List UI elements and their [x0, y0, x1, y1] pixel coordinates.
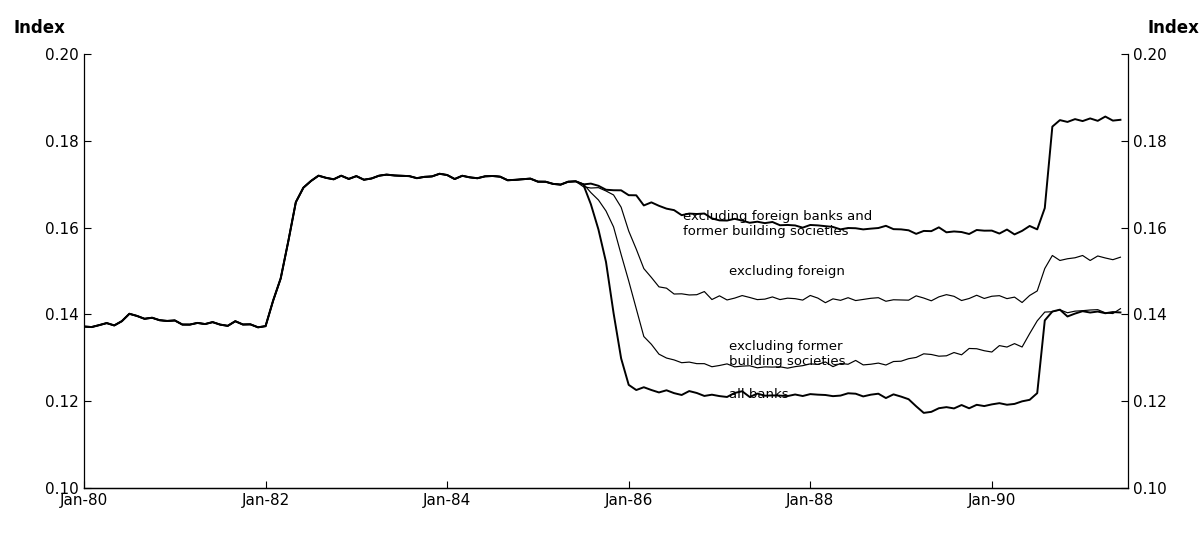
Text: all banks: all banks [728, 388, 788, 401]
Text: Index: Index [13, 19, 65, 37]
Text: Index: Index [1147, 19, 1199, 37]
Text: excluding foreign: excluding foreign [728, 264, 845, 278]
Text: excluding former
building societies: excluding former building societies [728, 340, 845, 369]
Text: excluding foreign banks and
former building societies: excluding foreign banks and former build… [683, 210, 872, 238]
